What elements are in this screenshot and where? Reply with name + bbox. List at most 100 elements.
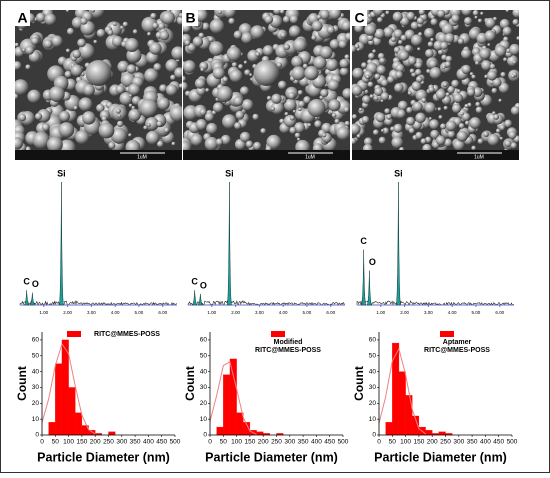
sphere [265, 145, 272, 150]
sphere [429, 119, 440, 130]
sphere [83, 84, 95, 96]
bar [425, 430, 433, 436]
sphere [362, 143, 373, 150]
x-tick-label: 50 [52, 439, 60, 446]
sphere [453, 93, 464, 104]
sphere [369, 94, 374, 99]
info-bar [183, 150, 350, 160]
x-tick-label: 6.00 [158, 310, 167, 315]
sphere [289, 15, 299, 24]
sphere [492, 77, 502, 88]
sphere [379, 57, 386, 64]
y-tick-label: 30 [32, 384, 40, 391]
sphere [152, 22, 159, 29]
x-tick-label: 300 [453, 439, 464, 446]
sphere [498, 82, 510, 94]
bar [392, 342, 400, 436]
sphere [266, 95, 272, 101]
peak-label: Si [394, 168, 403, 178]
sphere [43, 39, 53, 49]
sphere [423, 27, 435, 39]
sphere [443, 138, 453, 147]
x-tick-label: 0 [208, 439, 212, 446]
sphere [183, 81, 188, 91]
big-sphere [307, 99, 326, 117]
big-sphere [124, 38, 139, 52]
sphere [303, 96, 311, 104]
sphere [380, 79, 389, 87]
sphere [132, 29, 138, 35]
sphere [220, 134, 231, 145]
sphere [77, 38, 86, 48]
sphere [407, 56, 417, 66]
sphere [445, 92, 450, 97]
sphere [156, 140, 164, 148]
sphere [437, 10, 446, 18]
sphere [165, 59, 179, 72]
sphere [430, 14, 435, 20]
sphere [344, 120, 350, 127]
sphere [128, 103, 133, 108]
sphere [430, 18, 438, 26]
sphere [58, 139, 76, 150]
sphere [307, 123, 312, 127]
sphere [354, 43, 360, 49]
sphere [280, 31, 287, 39]
sphere [489, 63, 496, 70]
sphere [72, 49, 81, 59]
sphere [387, 75, 395, 84]
sphere [82, 111, 96, 125]
sphere [228, 17, 235, 25]
sphere [458, 122, 465, 129]
y-tick-label: 60 [32, 337, 40, 344]
x-tick-label: 350 [467, 439, 478, 446]
sphere [270, 106, 275, 111]
sphere [200, 67, 205, 72]
sphere [156, 120, 163, 127]
sphere [271, 93, 282, 104]
bar [256, 431, 264, 436]
sphere [234, 122, 242, 130]
sphere [372, 49, 377, 54]
sphere [277, 80, 287, 90]
sphere [110, 127, 128, 144]
sphere [284, 112, 289, 116]
sphere [296, 137, 301, 142]
sphere [107, 29, 114, 36]
sphere [116, 120, 124, 127]
sphere [444, 33, 455, 44]
sphere [212, 66, 225, 80]
y-tick-label: 40 [369, 368, 377, 375]
x-tick-label: 100 [400, 439, 411, 446]
x-tick-label: 3.00 [255, 310, 264, 315]
peak [395, 181, 402, 306]
sphere [504, 119, 513, 128]
sphere [289, 115, 295, 121]
sphere [374, 87, 384, 97]
sphere [192, 36, 204, 47]
y-tick-label: 20 [369, 400, 377, 407]
bar [88, 430, 96, 436]
sphere [153, 63, 162, 72]
sphere [18, 113, 27, 122]
sphere [15, 93, 19, 100]
sphere [460, 112, 464, 116]
y-tick-label: 0 [203, 432, 207, 439]
label-box [183, 10, 198, 26]
sphere [504, 139, 512, 148]
sphere [212, 102, 224, 113]
sphere [34, 112, 43, 121]
sphere [442, 82, 448, 88]
sphere [417, 47, 421, 51]
sphere [440, 123, 447, 130]
sphere [283, 98, 297, 112]
sphere [171, 141, 176, 146]
peak [226, 181, 233, 306]
sphere [161, 10, 175, 25]
sphere [115, 108, 121, 114]
sphere [292, 109, 296, 113]
peak-label: O [200, 280, 207, 290]
x-tick-label: 50 [220, 439, 228, 446]
x-tick-label: 500 [170, 439, 181, 446]
sphere [484, 30, 496, 42]
